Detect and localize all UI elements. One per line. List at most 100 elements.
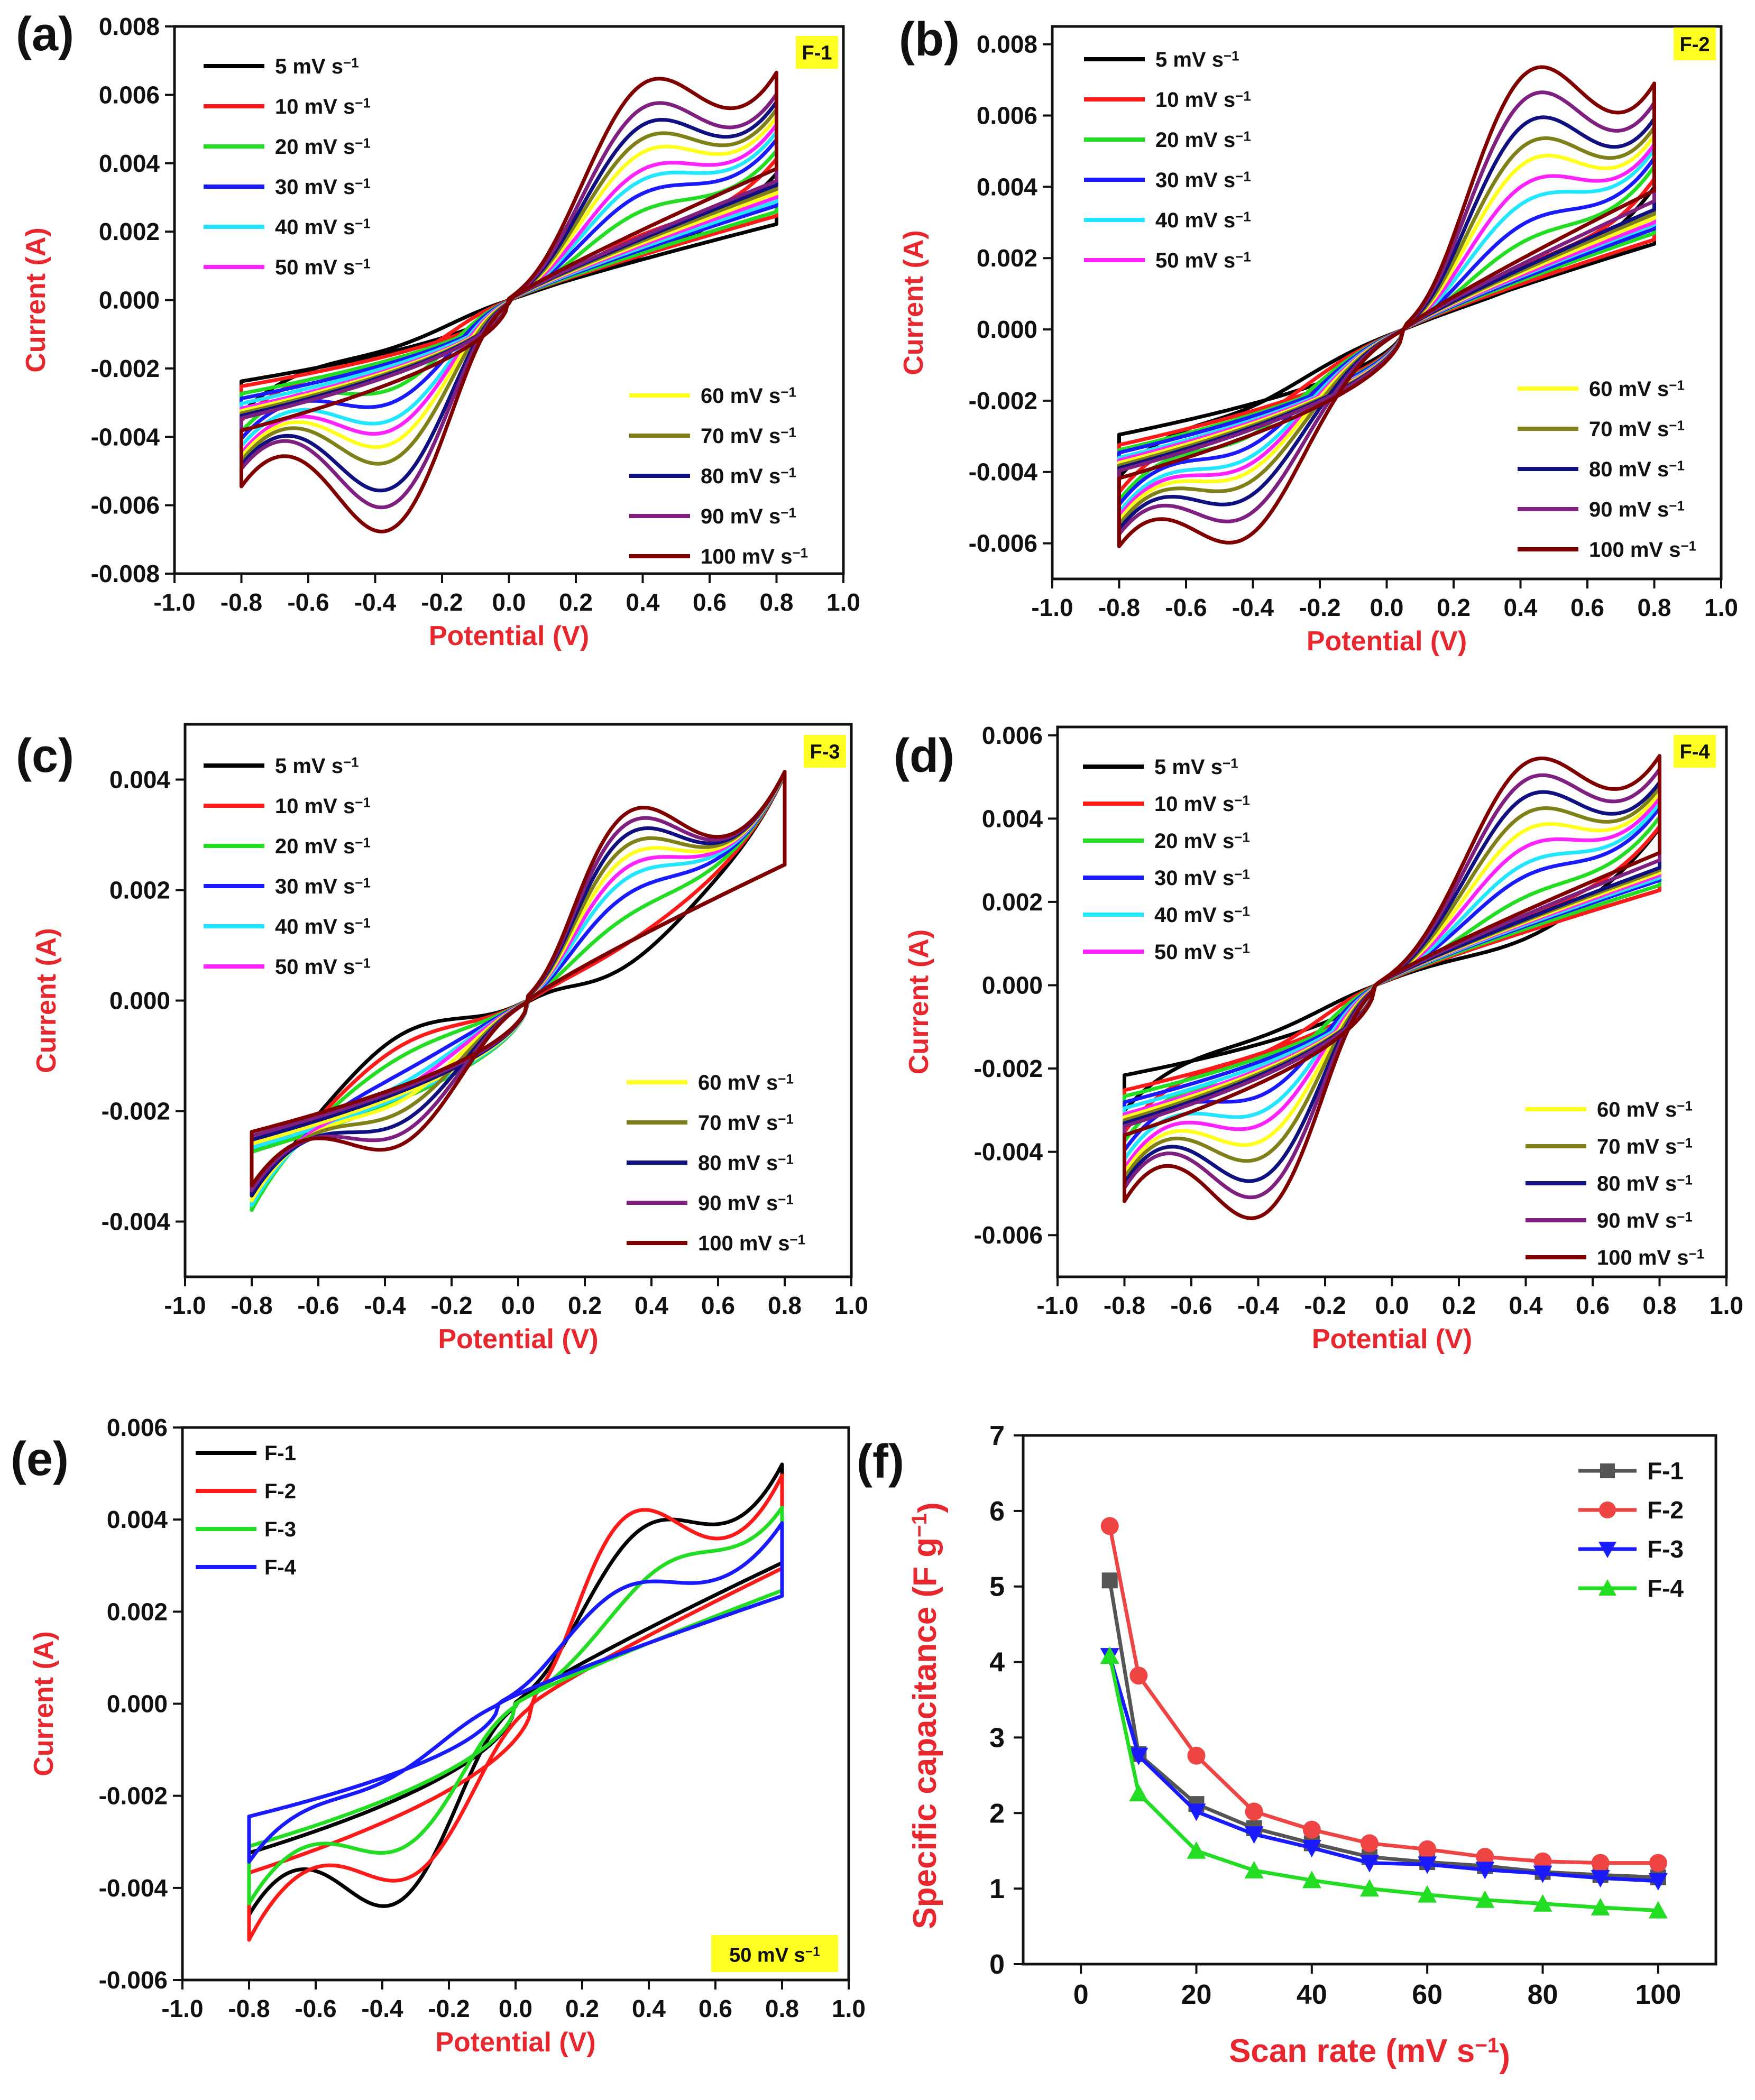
data-point bbox=[1101, 1572, 1118, 1589]
legend-label-5: 5 mV s−1 bbox=[1155, 48, 1239, 71]
data-point bbox=[1244, 1826, 1264, 1844]
x-tick-label: 0.0 bbox=[492, 588, 526, 616]
x-tick-label: 0.8 bbox=[768, 1292, 802, 1319]
x-tick-label: -0.8 bbox=[1098, 594, 1140, 621]
cv-curve-100 bbox=[1123, 754, 1661, 1220]
x-tick-label: -0.4 bbox=[361, 1995, 403, 2022]
y-tick-label: 0.006 bbox=[982, 722, 1043, 749]
legend-label-60: 60 mV s−1 bbox=[701, 384, 796, 408]
legend-label-80: 80 mV s−1 bbox=[698, 1151, 794, 1175]
y-tick-label: 0.008 bbox=[99, 13, 160, 40]
y-tick-label: -0.004 bbox=[91, 423, 160, 450]
x-tick-label: 0.0 bbox=[501, 1292, 535, 1319]
x-axis-title: Scan rate (mV s−1) bbox=[1229, 2033, 1510, 2075]
legend-label-80: 80 mV s−1 bbox=[1597, 1172, 1693, 1195]
x-tick-label: -0.2 bbox=[421, 588, 463, 616]
legend-label-5: 5 mV s−1 bbox=[275, 754, 359, 778]
y-tick-label: 7 bbox=[989, 1421, 1005, 1451]
plot-frame bbox=[181, 1426, 850, 1982]
x-tick-label: 0.2 bbox=[1442, 1292, 1476, 1319]
chart-panel-f: 0 20 40 60 80 100 0 1 2 3 4 5 6 7 F-1 F-2 F-3 F-4 Scan rat… bbox=[857, 1421, 1717, 2075]
y-axis-title: Specific capacitance (F g−1) bbox=[907, 1502, 949, 1929]
cv-curve-F-3 bbox=[247, 1505, 784, 1905]
data-point bbox=[1533, 1894, 1552, 1912]
x-tick-label: 0.2 bbox=[1437, 594, 1471, 621]
y-tick-label: -0.006 bbox=[974, 1221, 1043, 1249]
series-line-F-1 bbox=[1108, 1580, 1658, 1880]
chart-panel-d: -1.0 -0.8 -0.6 -0.4 -0.2 0.0 0.2 0.4 0.6 0.8 1.0 -0… bbox=[894, 722, 1743, 1355]
data-point bbox=[1360, 1855, 1379, 1873]
x-tick-label: 1.0 bbox=[1704, 594, 1738, 621]
chart-panel-c: -1.0 -0.8 -0.6 -0.4 -0.2 0.0 0.2 0.4 0.6 0.8 1.0 -0… bbox=[16, 723, 868, 1355]
legend-label-F-1: F-1 bbox=[1647, 1457, 1684, 1485]
y-tick-label: -0.002 bbox=[102, 1098, 170, 1125]
x-tick-label: 100 bbox=[1635, 1979, 1681, 2010]
legend-label-100: 100 mV s−1 bbox=[1589, 538, 1696, 561]
legend-label-60: 60 mV s−1 bbox=[1589, 377, 1685, 401]
y-tick-label: -0.002 bbox=[99, 1782, 168, 1810]
y-axis-title: Current (A) bbox=[29, 1631, 59, 1776]
x-tick-label: 0.0 bbox=[1370, 594, 1404, 621]
x-tick-label: -0.4 bbox=[354, 588, 397, 616]
x-tick-label: -0.6 bbox=[287, 588, 329, 616]
y-tick-label: 0.008 bbox=[977, 31, 1037, 58]
cv-curve-100 bbox=[1117, 65, 1656, 548]
data-point bbox=[1418, 1840, 1437, 1858]
cv-curve-F-1 bbox=[247, 1462, 784, 1917]
legend-label-F-3: F-3 bbox=[1647, 1535, 1684, 1563]
data-point bbox=[1129, 1666, 1148, 1685]
data-point bbox=[1591, 1898, 1610, 1915]
y-axis-title: Current (A) bbox=[904, 929, 934, 1074]
panel-tag-box bbox=[1674, 735, 1716, 768]
legend-label-10: 10 mV s−1 bbox=[275, 794, 371, 818]
y-axis-title: Current (A) bbox=[898, 230, 929, 375]
y-tick-label: 0.000 bbox=[977, 316, 1037, 343]
x-tick-label: -0.4 bbox=[364, 1292, 406, 1319]
x-tick-label: -0.6 bbox=[1165, 594, 1207, 621]
data-point bbox=[1100, 1517, 1119, 1535]
legend-label-100: 100 mV s−1 bbox=[1597, 1246, 1704, 1269]
y-tick-label: 0.002 bbox=[982, 888, 1043, 916]
panel-tag-box bbox=[1674, 27, 1716, 60]
x-tick-label: 0.2 bbox=[559, 588, 593, 616]
y-tick-label: 6 bbox=[989, 1496, 1005, 1527]
y-tick-label: 0.000 bbox=[109, 987, 170, 1015]
x-tick-label: 0.4 bbox=[635, 1292, 668, 1319]
y-tick-label: 5 bbox=[989, 1572, 1005, 1602]
panel-label: (c) bbox=[16, 730, 74, 782]
data-point bbox=[1245, 1802, 1263, 1821]
cv-curve-90 bbox=[1123, 767, 1661, 1200]
legend-label-60: 60 mV s−1 bbox=[1597, 1098, 1693, 1121]
cv-curve-10 bbox=[1117, 177, 1656, 494]
y-tick-label: 0 bbox=[989, 1949, 1005, 1980]
panel-label: (f) bbox=[857, 1435, 904, 1488]
legend-label-90: 90 mV s−1 bbox=[698, 1191, 794, 1215]
legend-label-70: 70 mV s−1 bbox=[698, 1111, 794, 1135]
x-tick-label: -0.8 bbox=[231, 1292, 272, 1319]
chart-panel-e: -1.0 -0.8 -0.6 -0.4 -0.2 0.0 0.2 0.4 0.6 0.8 1.0 -0… bbox=[11, 1414, 866, 2058]
x-tick-label: -1.0 bbox=[161, 1995, 203, 2022]
x-tick-label: 0 bbox=[1073, 1979, 1089, 2010]
y-tick-label: 0.002 bbox=[977, 244, 1037, 272]
cv-curve-20 bbox=[240, 149, 778, 434]
y-tick-label: 0.004 bbox=[99, 150, 160, 177]
legend-label-F-2: F-2 bbox=[1647, 1496, 1684, 1524]
panel-tag-box bbox=[804, 735, 846, 768]
data-point bbox=[1100, 1646, 1119, 1664]
x-tick-label: 0.2 bbox=[568, 1292, 602, 1319]
x-tick-label: 0.4 bbox=[632, 1995, 666, 2022]
y-tick-label: 0.000 bbox=[99, 287, 160, 314]
x-tick-label: 0.2 bbox=[565, 1995, 599, 2022]
legend-label-60: 60 mV s−1 bbox=[698, 1071, 794, 1094]
x-tick-label: 0.8 bbox=[760, 588, 794, 616]
data-point bbox=[1302, 1840, 1321, 1857]
cv-curve-F-4 bbox=[247, 1521, 784, 1864]
x-tick-label: 0.6 bbox=[693, 588, 727, 616]
y-tick-label: 0.002 bbox=[99, 218, 160, 245]
x-tick-label: -0.8 bbox=[228, 1995, 270, 2022]
y-tick-label: -0.008 bbox=[91, 560, 160, 587]
y-tick-label: 0.004 bbox=[107, 1506, 168, 1533]
panel-tag: F-3 bbox=[810, 741, 840, 763]
data-point bbox=[1302, 1820, 1321, 1839]
legend-label-40: 40 mV s−1 bbox=[1154, 903, 1250, 927]
